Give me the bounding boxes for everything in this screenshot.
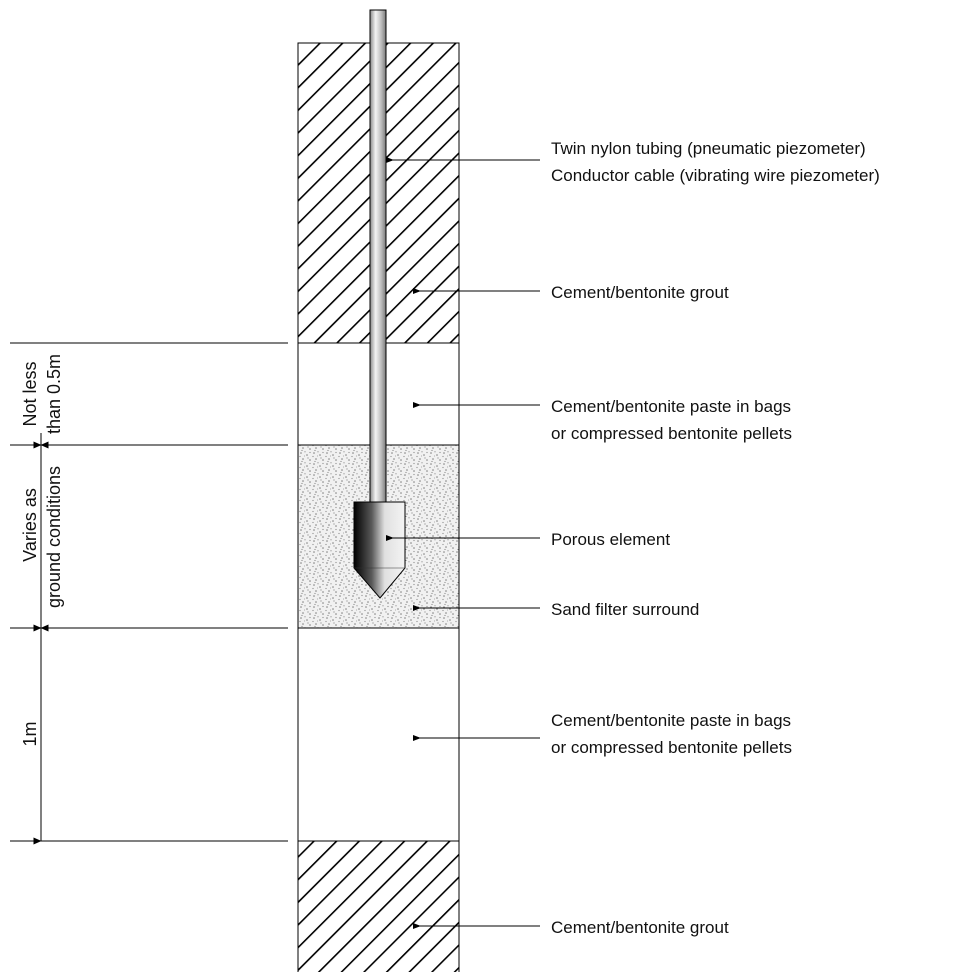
dimension-label-lower-seal: 1m — [20, 721, 40, 746]
dimension-label-seal-1: Not less — [20, 361, 40, 426]
label-paste-lower-line2: or compressed bentonite pellets — [551, 738, 792, 757]
piezometer-tip-icon — [353, 501, 406, 599]
label-grout-lower: Cement/bentonite grout — [551, 918, 729, 937]
label-paste-upper-line2: or compressed bentonite pellets — [551, 424, 792, 443]
label-sand-filter: Sand filter surround — [551, 600, 699, 619]
label-grout-upper: Cement/bentonite grout — [551, 283, 729, 302]
dimension-label-filter-2: ground conditions — [44, 466, 64, 608]
label-porous-element: Porous element — [551, 530, 670, 549]
arrow-left-icon — [386, 157, 540, 929]
label-paste-lower-line1: Cement/bentonite paste in bags — [551, 711, 791, 730]
nylon-tubing — [369, 9, 387, 503]
lower-seal-layer — [297, 627, 460, 842]
lower-grout-layer — [297, 840, 460, 972]
label-tubing-line2: Conductor cable (vibrating wire piezomet… — [551, 166, 880, 185]
label-tubing-line1: Twin nylon tubing (pneumatic piezometer) — [551, 139, 866, 158]
label-paste-upper-line1: Cement/bentonite paste in bags — [551, 397, 791, 416]
dimension-label-filter-1: Varies as — [20, 488, 40, 562]
dimension-label-seal-2: than 0.5m — [44, 354, 64, 434]
